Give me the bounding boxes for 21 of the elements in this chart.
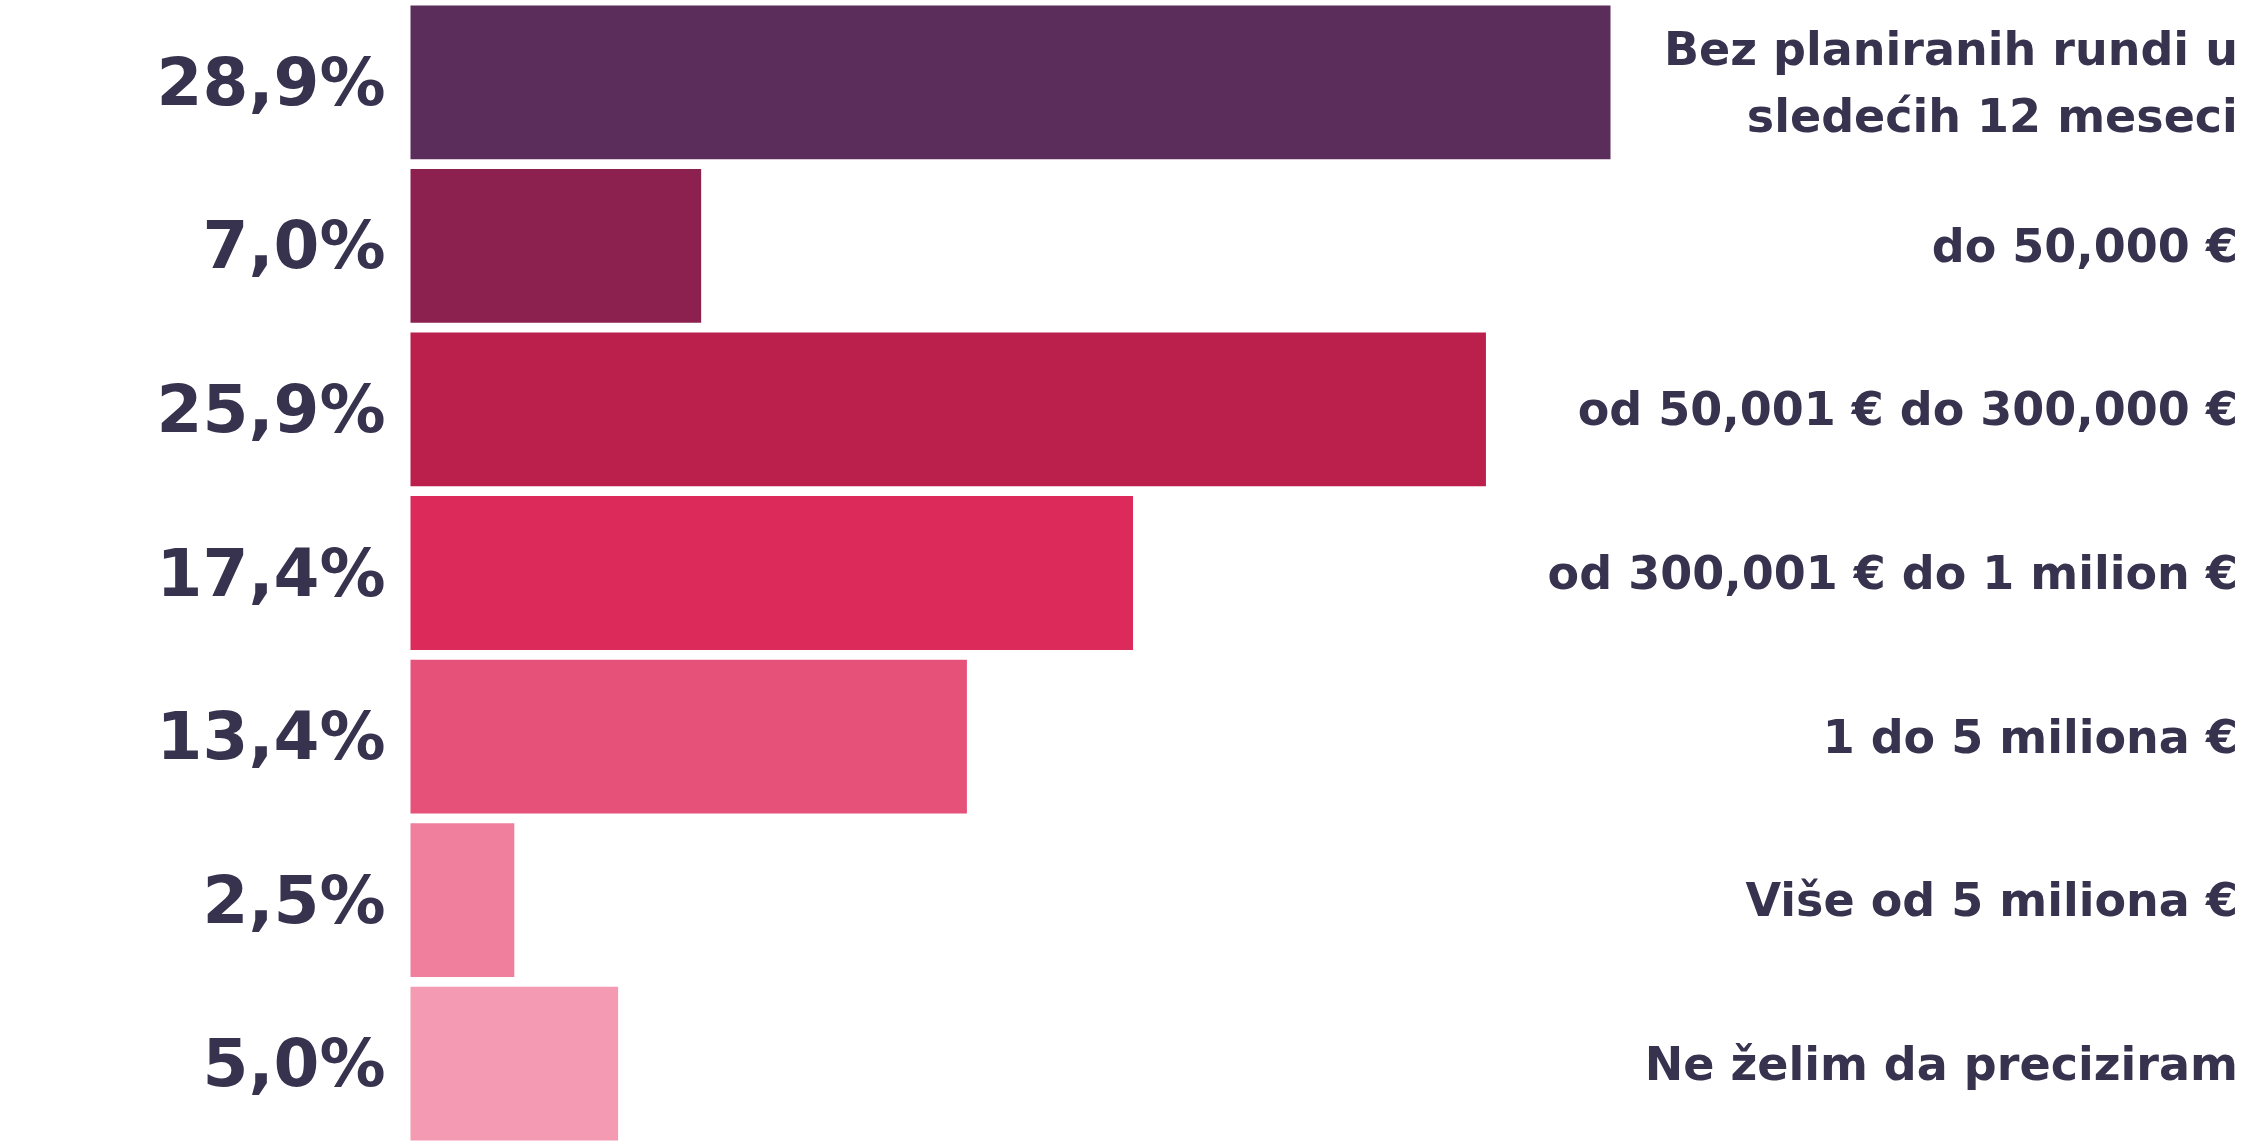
data-label: 17,4% [156, 534, 386, 612]
bar [410, 332, 1486, 487]
y-tick-label: od 50,001 € do 300,000 € [1577, 382, 2238, 437]
data-label: 5,0% [202, 1025, 386, 1103]
bar [410, 986, 619, 1141]
bar [410, 496, 1133, 650]
data-label: 13,4% [156, 698, 386, 776]
bar [410, 168, 702, 323]
bar [410, 823, 515, 978]
y-tick-label: 1 do 5 miliona € [1822, 709, 2238, 764]
data-label: 28,9% [156, 43, 386, 121]
bar [410, 5, 1611, 160]
y-tick-label: Ne želim da preciziram [1644, 1036, 2238, 1091]
y-tick-label: do 50,000 € [1931, 218, 2238, 273]
y-tick-label: od 300,001 € do 1 milion € [1547, 546, 2238, 600]
y-tick-label: Bez planiranih rundi u sledećih 12 meseci [1663, 21, 2238, 144]
data-label: 7,0% [202, 207, 386, 285]
data-label: 25,9% [156, 370, 386, 448]
bar [410, 659, 967, 814]
y-tick-label: Više od 5 miliona € [1745, 873, 2238, 928]
data-label: 2,5% [202, 861, 386, 939]
